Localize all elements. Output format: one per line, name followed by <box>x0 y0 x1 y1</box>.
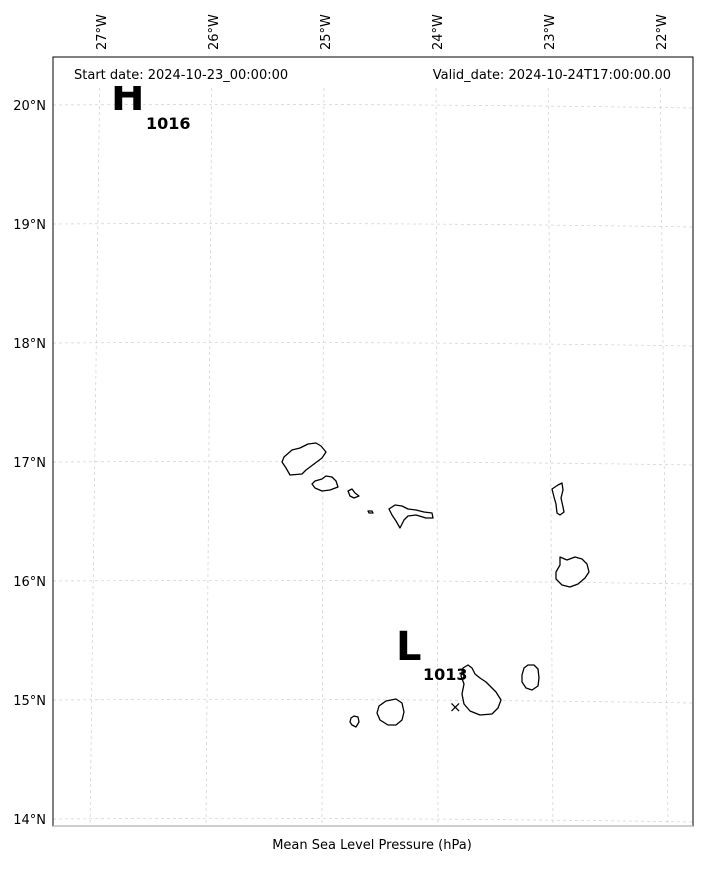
island-sao-nicolau <box>388 504 434 529</box>
low-pressure-value: 1013 <box>423 665 468 684</box>
parallel-14n <box>52 818 694 823</box>
plot-frame <box>52 56 694 827</box>
lon-tick-label: 27°W <box>95 14 110 50</box>
island-sal <box>551 482 565 516</box>
valid-date-label: Valid_date: 2024-10-24T17:00:00.00 <box>433 68 671 83</box>
island-santiago <box>460 664 502 716</box>
island-fogo <box>376 698 405 726</box>
lon-tick-label: 25°W <box>319 14 334 50</box>
lon-tick-label: 24°W <box>431 14 446 50</box>
low-pressure-letter: L <box>396 624 422 670</box>
high-pressure-value: 1016 <box>146 114 191 133</box>
parallel-17n <box>52 461 694 466</box>
lat-tick-label: 15°N <box>13 694 46 709</box>
parallel-18n <box>52 342 694 347</box>
parallel-20n <box>52 104 694 109</box>
meridian-22w <box>659 57 669 827</box>
header-band <box>54 58 692 86</box>
parallel-19n <box>52 223 694 228</box>
latitude-ticks: 20°N 19°N 18°N 17°N 16°N 15°N 14°N <box>13 99 46 828</box>
meridian-26w <box>205 57 213 827</box>
island-santo-antao <box>281 442 327 476</box>
parallel-15n <box>52 699 694 704</box>
meridian-27w <box>89 57 101 827</box>
island-brava <box>349 715 360 728</box>
longitude-ticks: 27°W 26°W 25°W 24°W 23°W 22°W <box>95 14 670 50</box>
lon-tick-label: 22°W <box>655 14 670 50</box>
coastlines <box>281 442 590 728</box>
lat-tick-label: 16°N <box>13 575 46 590</box>
lat-tick-label: 14°N <box>13 813 46 828</box>
lat-tick-label: 20°N <box>13 99 46 114</box>
start-date-label: Start date: 2024-10-23_00:00:00 <box>74 68 288 83</box>
island-boa-vista <box>555 556 590 588</box>
meridian-25w <box>321 57 325 827</box>
lon-tick-label: 26°W <box>207 14 222 50</box>
island-sao-vicente <box>311 475 339 492</box>
graticule <box>52 57 694 827</box>
lat-tick-label: 19°N <box>13 218 46 233</box>
parallel-16n <box>52 580 694 585</box>
meridian-24w <box>435 57 439 827</box>
island-santa-luzia <box>347 488 360 499</box>
lat-tick-label: 18°N <box>13 337 46 352</box>
x-axis-label: Mean Sea Level Pressure (hPa) <box>272 838 472 853</box>
low-pressure-center: L 1013 <box>396 624 468 684</box>
lon-tick-label: 23°W <box>543 14 558 50</box>
location-marker: × <box>449 698 462 716</box>
island-raso <box>367 510 374 514</box>
island-maio <box>521 664 540 691</box>
meridian-23w <box>547 57 554 827</box>
lat-tick-label: 17°N <box>13 456 46 471</box>
